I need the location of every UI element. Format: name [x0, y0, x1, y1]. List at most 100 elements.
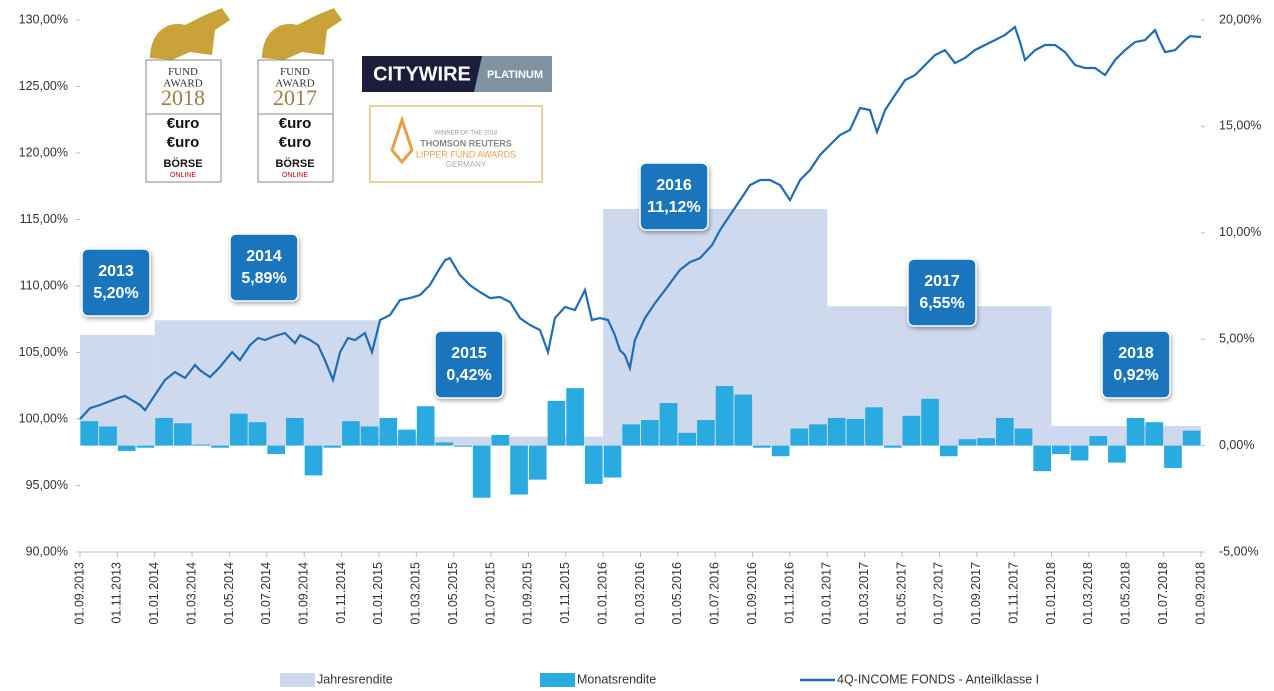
- logo-text: €uro: [279, 115, 312, 132]
- month-bar: [903, 416, 921, 446]
- legend-label: Jahresrendite: [317, 672, 393, 686]
- month-bar: [118, 446, 136, 451]
- month-bar: [884, 446, 902, 448]
- y2-tick-label: 15,00%: [1219, 119, 1261, 133]
- callout-value: 11,12%: [647, 199, 700, 216]
- y-tick-label: 110,00%: [20, 278, 68, 292]
- y2-tick-label: 20,00%: [1219, 12, 1261, 26]
- month-bar: [417, 406, 435, 445]
- x-tick-label: 01.11.2015: [558, 562, 572, 624]
- callout: 20180,92%: [1102, 331, 1170, 398]
- x-tick-label: 01.03.2015: [409, 562, 423, 625]
- x-tick-label: 01.11.2016: [782, 562, 796, 624]
- month-bar: [734, 395, 752, 446]
- award-text: THOMSON REUTERS: [420, 138, 512, 148]
- callout-value: 0,42%: [446, 367, 491, 384]
- month-bar: [174, 423, 192, 445]
- y-tick-label: 95,00%: [26, 478, 68, 492]
- callout-box: [1102, 331, 1170, 398]
- month-bar: [1033, 446, 1051, 472]
- month-bar: [1145, 422, 1163, 445]
- x-tick-label: 01.01.2017: [820, 562, 834, 625]
- callout: 2013 5,20%: [82, 249, 150, 316]
- logo-text: BÖRSE: [163, 157, 202, 170]
- bull-icon: [262, 8, 342, 60]
- month-bar: [828, 418, 846, 446]
- callout-year: 2015: [451, 345, 487, 362]
- callout-value: 5,89%: [241, 270, 286, 287]
- logo-text: CITYWIRE: [373, 63, 471, 85]
- x-tick-label: 01.03.2017: [857, 562, 871, 625]
- award-lipper: WINNER OF THE 2018 THOMSON REUTERS LIPPE…: [370, 106, 542, 182]
- x-tick-label: 01.05.2016: [670, 562, 684, 625]
- award-year: 2017: [273, 85, 317, 110]
- y2-tick-label: 10,00%: [1219, 225, 1261, 239]
- month-bar: [1089, 436, 1107, 446]
- legend-swatch: [540, 673, 575, 687]
- x-tick-label: 01.07.2015: [483, 562, 497, 625]
- logo-text: BÖRSE: [275, 157, 314, 170]
- month-bar: [435, 442, 453, 445]
- month-bar: [323, 446, 341, 448]
- callout-box: [640, 163, 708, 230]
- callout-year: 2013: [98, 263, 134, 280]
- y2-tick-label: 0,00%: [1219, 438, 1254, 452]
- callout-value: 6,55%: [919, 295, 964, 312]
- y2-tick-label: -5,00%: [1219, 544, 1259, 558]
- month-bar: [1164, 446, 1182, 468]
- award-text: WINNER OF THE 2018: [435, 131, 499, 137]
- x-tick-label: 01.09.2014: [296, 562, 310, 625]
- logo-text: PLATINUM: [487, 69, 543, 81]
- month-bar: [847, 419, 865, 446]
- y-tick-label: 105,00%: [19, 345, 68, 359]
- month-bar: [1071, 446, 1089, 461]
- month-bar: [398, 430, 416, 446]
- month-bar: [342, 421, 360, 445]
- x-tick-label: 01.07.2018: [1156, 562, 1170, 625]
- callout-box: [230, 234, 298, 301]
- callout-value: 5,20%: [93, 285, 138, 302]
- month-bar: [959, 439, 977, 445]
- month-bar: [790, 429, 808, 446]
- x-tick-label: 01.11.2014: [334, 562, 348, 624]
- x-tick-label: 01.09.2017: [969, 562, 983, 625]
- callout: 20145,89%: [230, 234, 298, 301]
- month-bar: [267, 446, 285, 455]
- month-bar: [155, 418, 173, 446]
- x-tick-label: 01.07.2016: [708, 562, 722, 625]
- x-tick-label: 01.05.2018: [1119, 562, 1133, 625]
- y-tick-label: 115,00%: [20, 212, 68, 226]
- award-euro-2017: FUNDAWARD 2017 €uro €uro BÖRSE ONLINE: [258, 8, 342, 182]
- month-bar: [921, 399, 939, 446]
- logo-text: €uro: [167, 134, 200, 151]
- month-bar: [286, 418, 304, 446]
- callout-box: [82, 249, 150, 316]
- month-bar: [996, 418, 1014, 446]
- month-bar: [1052, 446, 1070, 455]
- month-bar: [137, 446, 155, 448]
- month-bar: [753, 446, 771, 448]
- y-tick-label: 125,00%: [19, 79, 68, 93]
- x-tick-label: 01.05.2015: [446, 562, 460, 625]
- callout: 201611,12%: [640, 163, 708, 230]
- x-tick-label: 01.03.2018: [1081, 562, 1095, 625]
- x-tick-label: 01.09.2015: [521, 562, 535, 625]
- month-bar: [585, 446, 603, 484]
- x-tick-label: 01.05.2014: [222, 562, 236, 625]
- y-tick-label: 90,00%: [26, 544, 68, 558]
- logo-text: €uro: [279, 134, 312, 151]
- month-bar: [305, 446, 323, 476]
- x-tick-label: 01.05.2017: [894, 562, 908, 625]
- x-tick-label: 01.09.2018: [1193, 562, 1207, 625]
- month-bar: [99, 426, 117, 445]
- year-bar: [603, 209, 827, 446]
- month-bar: [454, 446, 472, 447]
- callout: 2015 0,42%: [435, 331, 503, 398]
- x-tick-label: 01.09.2016: [745, 562, 759, 625]
- award-year: 2018: [161, 85, 205, 110]
- month-bar: [193, 445, 211, 446]
- x-tick-label: 01.07.2014: [259, 562, 273, 625]
